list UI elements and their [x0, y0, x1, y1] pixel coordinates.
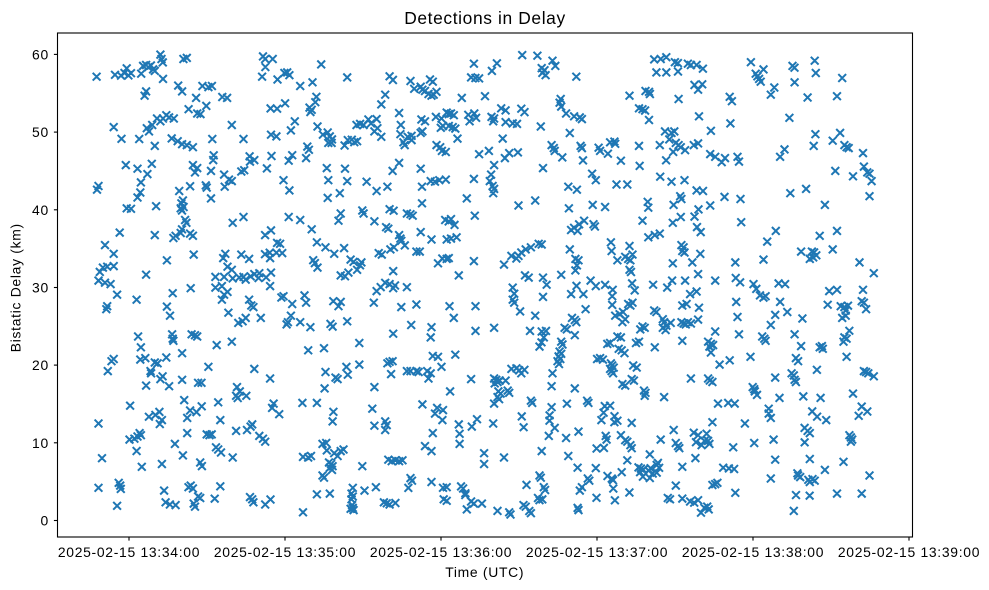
svg-text:30: 30 [32, 280, 49, 296]
svg-text:2025-02-15 13:35:00: 2025-02-15 13:35:00 [214, 544, 356, 560]
svg-text:20: 20 [32, 357, 49, 373]
svg-text:10: 10 [32, 435, 49, 451]
svg-text:2025-02-15 13:34:00: 2025-02-15 13:34:00 [58, 544, 200, 560]
svg-text:Time (UTC): Time (UTC) [445, 564, 524, 580]
svg-text:0: 0 [40, 513, 48, 529]
svg-text:50: 50 [32, 124, 49, 140]
svg-text:Detections in Delay: Detections in Delay [404, 8, 566, 28]
svg-text:2025-02-15 13:38:00: 2025-02-15 13:38:00 [682, 544, 824, 560]
svg-text:2025-02-15 13:39:00: 2025-02-15 13:39:00 [838, 544, 980, 560]
svg-text:60: 60 [32, 46, 49, 62]
svg-text:2025-02-15 13:36:00: 2025-02-15 13:36:00 [370, 544, 512, 560]
svg-text:Bistatic Delay (km): Bistatic Delay (km) [8, 223, 24, 352]
svg-text:40: 40 [32, 202, 49, 218]
svg-text:2025-02-15 13:37:00: 2025-02-15 13:37:00 [526, 544, 668, 560]
